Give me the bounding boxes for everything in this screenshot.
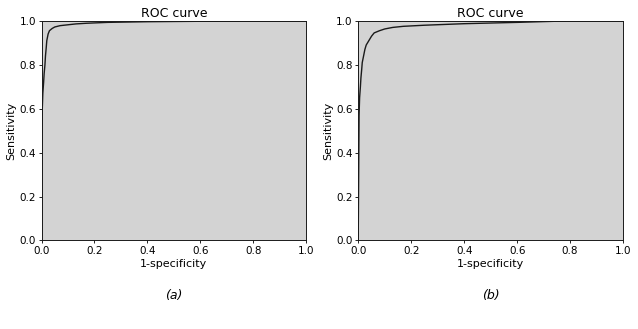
Y-axis label: Sensitivity: Sensitivity	[6, 102, 17, 160]
Text: (b): (b)	[482, 289, 500, 302]
Title: ROC curve: ROC curve	[140, 7, 207, 20]
Text: (a): (a)	[165, 289, 182, 302]
Y-axis label: Sensitivity: Sensitivity	[323, 102, 334, 160]
X-axis label: 1-specificity: 1-specificity	[457, 259, 524, 269]
X-axis label: 1-specificity: 1-specificity	[140, 259, 207, 269]
Title: ROC curve: ROC curve	[457, 7, 524, 20]
